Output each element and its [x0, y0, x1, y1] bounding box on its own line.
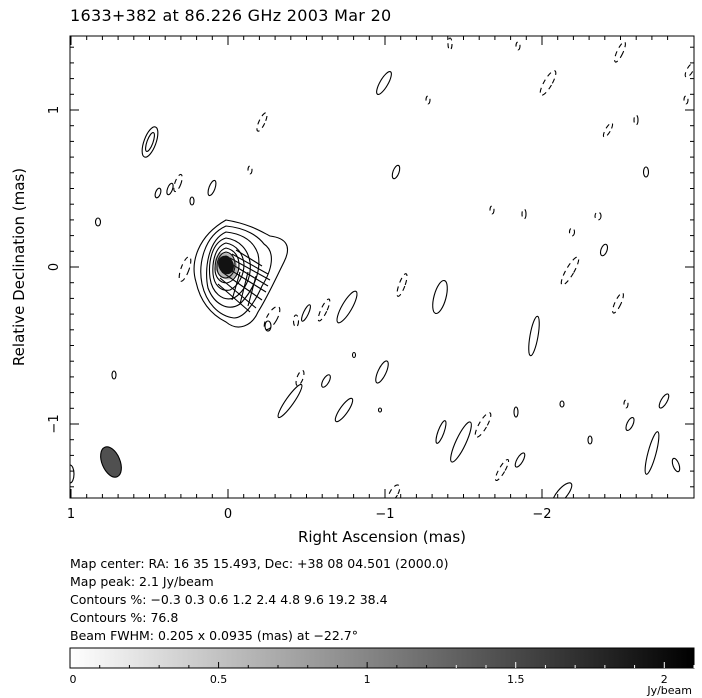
axes: 1 0 −1 −2 1 0 −1 [47, 36, 694, 522]
beam-ellipse [100, 446, 122, 478]
colorbar-tick-label: 0 [70, 673, 77, 686]
map-center-text: Map center: RA: 16 35 15.493, Dec: +38 0… [70, 556, 449, 571]
x-axis-title: Right Ascension (mas) [298, 528, 466, 546]
colorbar-tick-label: 2 [661, 673, 668, 686]
beam-text: Beam FWHM: 0.205 x 0.0935 (mas) at −22.7… [70, 628, 359, 643]
x-tick-label: −2 [532, 507, 551, 522]
colorbar-unit: Jy/beam [646, 684, 692, 697]
contours-text-2: Contours %: 76.8 [70, 610, 179, 625]
colorbar-tick-label: 0.5 [210, 673, 228, 686]
contours-text-1: Contours %: −0.3 0.3 0.6 1.2 2.4 4.8 9.6… [70, 592, 388, 607]
y-tick-label: 1 [47, 106, 62, 114]
plot-frame [69, 35, 695, 499]
colorbar-ticks: 0 0.5 1 1.5 2 [69, 662, 695, 686]
map-peak-text: Map peak: 2.1 Jy/beam [70, 574, 214, 589]
colorbar-tick-label: 1.5 [507, 673, 525, 686]
plot-title: 1633+382 at 86.226 GHz 2003 Mar 20 [70, 6, 392, 25]
colorbar-tick-label: 1 [364, 673, 371, 686]
y-tick-label: 0 [47, 263, 62, 271]
colorbar [69, 647, 695, 669]
contour-lines [70, 37, 694, 498]
x-tick-label: −1 [375, 507, 394, 522]
y-tick-label: −1 [47, 414, 62, 433]
core-component [193, 219, 288, 328]
y-axis-title: Relative Declination (mas) [10, 168, 28, 366]
x-tick-label: 0 [224, 507, 232, 522]
x-tick-label: 1 [67, 507, 75, 522]
